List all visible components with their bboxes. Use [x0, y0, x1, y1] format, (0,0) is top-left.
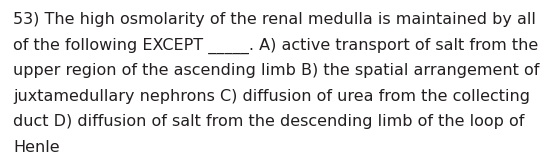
- Text: of the following EXCEPT _____. A) active transport of salt from the: of the following EXCEPT _____. A) active…: [13, 38, 538, 54]
- Text: Henle: Henle: [13, 139, 60, 154]
- Text: duct D) diffusion of salt from the descending limb of the loop of: duct D) diffusion of salt from the desce…: [13, 114, 525, 129]
- Text: upper region of the ascending limb B) the spatial arrangement of: upper region of the ascending limb B) th…: [13, 63, 540, 78]
- Text: juxtamedullary nephrons C) diffusion of urea from the collecting: juxtamedullary nephrons C) diffusion of …: [13, 89, 530, 104]
- Text: 53) The high osmolarity of the renal medulla is maintained by all: 53) The high osmolarity of the renal med…: [13, 12, 536, 27]
